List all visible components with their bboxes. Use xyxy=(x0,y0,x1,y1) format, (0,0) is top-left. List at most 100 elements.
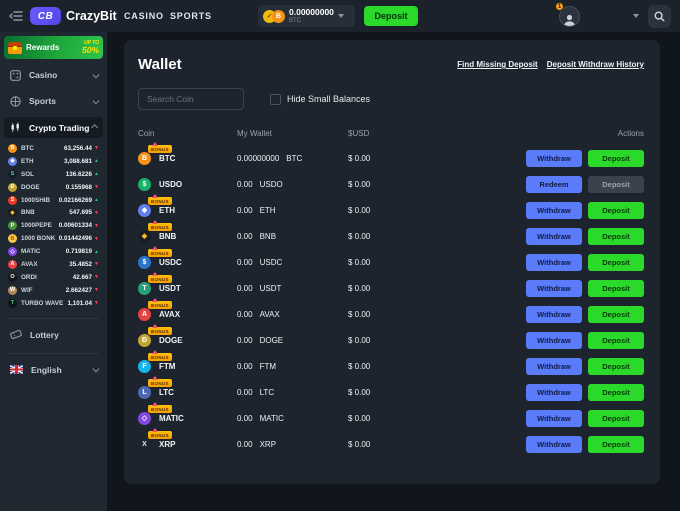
deposit-button[interactable]: Deposit xyxy=(588,383,644,401)
search-coin-input[interactable] xyxy=(138,88,244,110)
trend-arrow-icon: ▲ xyxy=(94,171,99,178)
deposit-button[interactable]: Deposit xyxy=(364,6,418,26)
withdraw-button[interactable]: Withdraw xyxy=(526,331,582,349)
coin-symbol: 1000 BONK xyxy=(21,235,56,243)
btc-coin-icon: B xyxy=(272,9,285,23)
table-row: Đ BONUS DOGE 0.00 DOGE $ 0.00 Withdraw Dep… xyxy=(138,327,644,353)
coin-price: 0.00601334 xyxy=(58,222,93,230)
deposit-button[interactable]: Deposit xyxy=(588,201,644,219)
withdraw-button[interactable]: Withdraw xyxy=(526,409,582,427)
rewards-upto: UP TO xyxy=(83,39,99,46)
table-row: T BONUS USDT 0.00 USDT $ 0.00 Withdraw Dep… xyxy=(138,275,644,301)
sidebar-coin-row[interactable]: W WIF 2.662427 ▼ xyxy=(4,284,103,297)
hide-small-balances-label: Hide Small Balances xyxy=(287,94,371,104)
sidebar-coin-row[interactable]: ◆ ETH 3,088.681 ▲ xyxy=(4,155,103,168)
redeem-button[interactable]: Redeem xyxy=(526,175,582,193)
wallet-amount: 0.00 xyxy=(237,179,253,189)
withdraw-button[interactable]: Withdraw xyxy=(526,227,582,245)
coin-icon: $ xyxy=(138,177,151,191)
column-coin: Coin xyxy=(138,128,155,138)
coin-icon: P xyxy=(8,221,17,231)
deposit-button[interactable]: Deposit xyxy=(588,279,644,297)
column-my-wallet: My Wallet xyxy=(237,128,272,138)
sidebar-coin-row[interactable]: S SOL 136.6226 ▲ xyxy=(4,168,103,181)
sidebar-item-casino[interactable]: Casino xyxy=(4,65,103,85)
withdraw-button[interactable]: Withdraw xyxy=(526,383,582,401)
wallet-unit: USDT xyxy=(259,283,282,293)
deposit-button[interactable]: Deposit xyxy=(588,357,644,375)
sidebar-coin-row[interactable]: ◇ MATIC 0.719819 ▲ xyxy=(4,245,103,258)
language-selector[interactable]: English xyxy=(4,360,103,380)
row-actions: Withdraw Deposit xyxy=(523,305,644,323)
wallet-unit: LTC xyxy=(259,387,275,397)
search-button[interactable] xyxy=(648,4,671,28)
hide-small-balances-checkbox[interactable] xyxy=(270,93,281,105)
coin-price: 0.155968 xyxy=(65,183,93,191)
usd-value: $ 0.00 xyxy=(348,257,371,267)
deposit-withdraw-history-link[interactable]: Deposit Withdraw History xyxy=(546,60,644,69)
deposit-button[interactable]: Deposit xyxy=(588,435,644,453)
withdraw-button[interactable]: Withdraw xyxy=(526,201,582,219)
sidebar-coin-row[interactable]: O ORDI 42.667 ▼ xyxy=(4,271,103,284)
sidebar-coin-row[interactable]: T TURBO WAVE 1,101.04 ▼ xyxy=(4,297,103,310)
sidebar-coin-row[interactable]: B 1000 BONK 0.01442496 ▼ xyxy=(4,232,103,245)
table-row: ◆ BONUS ETH 0.00 ETH $ 0.00 Withdraw Depos… xyxy=(138,197,644,223)
brand-name[interactable]: CrazyBit xyxy=(66,9,117,23)
coin-price: 3,088.681 xyxy=(64,157,93,165)
uk-flag-icon xyxy=(10,365,23,375)
deposit-button[interactable]: Deposit xyxy=(588,149,644,167)
row-actions: Redeem Deposit xyxy=(523,175,644,193)
find-missing-deposit-link[interactable]: Find Missing Deposit xyxy=(457,60,538,69)
sidebar-coin-row[interactable]: ◆ BNB 547.695 ▼ xyxy=(4,206,103,219)
coin-symbol: AVAX xyxy=(159,309,181,319)
coin-icon: B xyxy=(8,143,17,153)
table-row: B BONUS BTC 0.00000000 BTC $ 0.00 Withdra… xyxy=(138,145,644,171)
divider xyxy=(8,352,99,354)
deposit-button[interactable]: Deposit xyxy=(588,305,644,323)
sidebar-coin-row[interactable]: Đ DOGE 0.155968 ▼ xyxy=(4,181,103,194)
wallet-unit: USDO xyxy=(259,179,283,189)
sidebar-coin-row[interactable]: P 1000PEPE 0.00601334 ▼ xyxy=(4,219,103,232)
table-row: ◇ BONUS MATIC 0.00 MATIC $ 0.00 Withdraw D… xyxy=(138,405,644,431)
chevron-down-icon xyxy=(92,365,99,373)
withdraw-button[interactable]: Withdraw xyxy=(526,435,582,453)
account-chevron-icon[interactable] xyxy=(633,14,639,18)
table-row: F BONUS FTM 0.00 FTM $ 0.00 Withdraw Depos… xyxy=(138,353,644,379)
logo-icon[interactable]: CB xyxy=(30,7,61,25)
wallet-unit: DOGE xyxy=(259,335,284,345)
deposit-button[interactable]: Deposit xyxy=(588,331,644,349)
sidebar-coin-row[interactable]: A AVAX 35.4852 ▼ xyxy=(4,258,103,271)
coin-icon: O xyxy=(8,272,17,282)
bonus-badge: BONUS xyxy=(148,327,172,335)
sidebar-collapse-icon[interactable] xyxy=(9,10,23,22)
sidebar-item-sports[interactable]: Sports xyxy=(4,91,103,111)
sidebar-coin-row[interactable]: B BTC 63,256.44 ▼ xyxy=(4,142,103,155)
withdraw-button[interactable]: Withdraw xyxy=(526,149,582,167)
column-actions: Actions xyxy=(617,128,644,138)
sidebar-item-lottery[interactable]: Lottery xyxy=(4,325,103,345)
nav-casino[interactable]: CASINO xyxy=(124,11,164,21)
trend-arrow-icon: ▼ xyxy=(94,235,99,242)
wallet-unit: USDC xyxy=(259,257,283,267)
nav-sports[interactable]: SPORTS xyxy=(170,11,212,21)
avatar[interactable] xyxy=(559,6,580,27)
coin-symbol: ETH xyxy=(21,157,34,165)
bonus-badge: BONUS xyxy=(148,353,172,361)
ticket-icon xyxy=(10,329,22,340)
withdraw-button[interactable]: Withdraw xyxy=(526,279,582,297)
sidebar-item-crypto-trading[interactable]: Crypto Trading xyxy=(4,117,103,138)
withdraw-button[interactable]: Withdraw xyxy=(526,253,582,271)
coin-symbol: ORDI xyxy=(21,273,37,281)
deposit-button[interactable]: Deposit xyxy=(588,227,644,245)
withdraw-button[interactable]: Withdraw xyxy=(526,357,582,375)
deposit-button[interactable]: Deposit xyxy=(588,253,644,271)
usd-value: $ 0.00 xyxy=(348,309,371,319)
table-row: $ BONUS USDC 0.00 USDC $ 0.00 Withdraw Dep… xyxy=(138,249,644,275)
coin-price: 2.662427 xyxy=(65,286,93,294)
deposit-button[interactable]: Deposit xyxy=(588,409,644,427)
sidebar-coin-row[interactable]: S 1000SHIB 0.02166269 ▲ xyxy=(4,194,103,207)
balance-selector[interactable]: ✓ B 0.00000000 BTC xyxy=(258,5,355,27)
trend-arrow-icon: ▼ xyxy=(94,274,99,281)
rewards-banner[interactable]: Rewards UP TO 50% xyxy=(4,36,103,59)
withdraw-button[interactable]: Withdraw xyxy=(526,305,582,323)
